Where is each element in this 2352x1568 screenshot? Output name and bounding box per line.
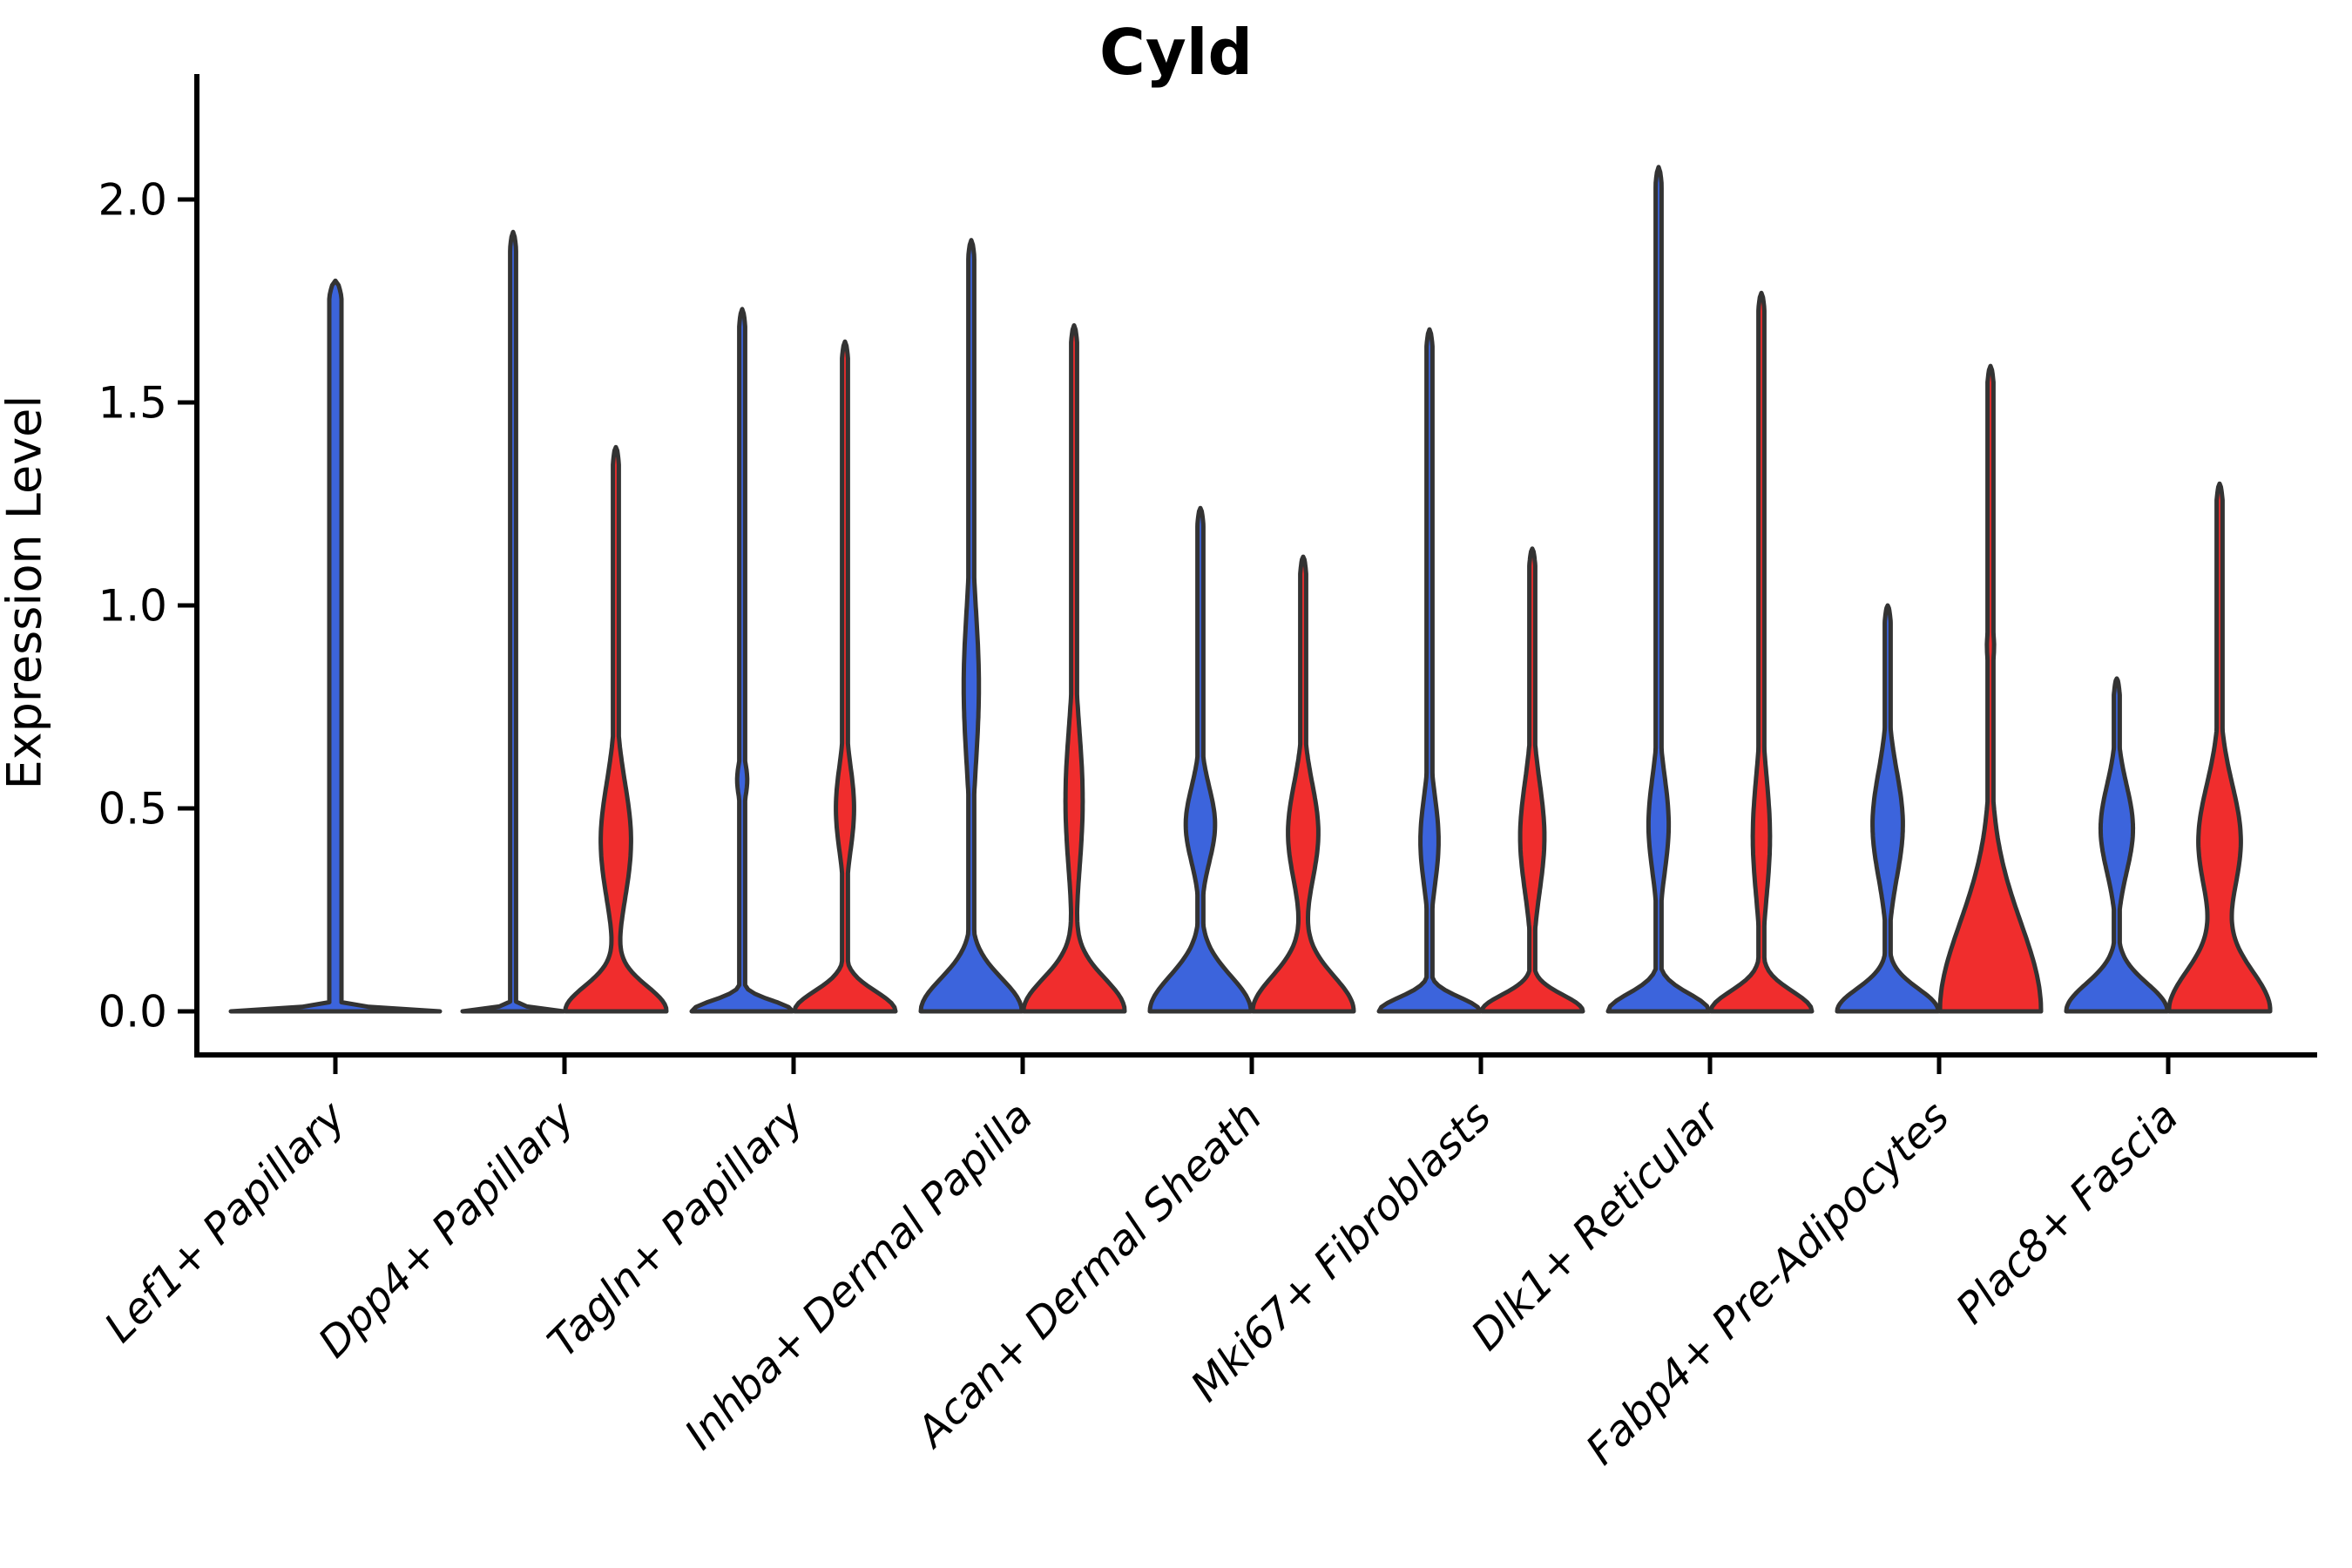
violin-red-acan-dermal-sheath — [1250, 554, 1356, 1014]
violin-red-tagln-papillary — [792, 339, 898, 1014]
x-tick-label-fabp4-pre-adipocytes: Fabp4+ Pre-Adipocytes — [1577, 1092, 1959, 1475]
violin-red-mki67-fibroblasts — [1479, 546, 1585, 1014]
x-tick-label-lef1-papillary: Lef1+ Papillary — [95, 1092, 355, 1352]
x-tick-label-tagln-papillary: Tagln+ Papillary — [538, 1092, 814, 1367]
violin-blue-tagln-papillary — [689, 307, 795, 1014]
violin-blue-acan-dermal-sheath — [1147, 505, 1254, 1014]
violin-red-dlk1-reticular — [1708, 290, 1815, 1014]
x-tick-label-plac8-fascia: Plac8+ Fascia — [1947, 1092, 2188, 1334]
y-tick-label: 0.0 — [98, 987, 167, 1037]
violin-blue-plac8-fascia — [2064, 676, 2170, 1014]
violin-red-dpp4-papillary — [563, 444, 669, 1014]
y-tick-label: 2.0 — [98, 175, 167, 226]
y-tick-label: 1.5 — [98, 378, 167, 429]
chart-title: Cyld — [1099, 16, 1253, 89]
violin-blue-fabp4-pre-adipocytes — [1835, 603, 1941, 1014]
violin-blue-dlk1-reticular — [1605, 165, 1712, 1014]
y-tick-label: 1.0 — [98, 581, 167, 632]
y-tick-label: 0.5 — [98, 784, 167, 835]
violin-blue-dpp4-papillary — [460, 229, 566, 1014]
x-tick-label-dpp4-papillary: Dpp4+ Papillary — [309, 1092, 585, 1367]
x-tick-label-dlk1-reticular: Dlk1+ Reticular — [1462, 1091, 1732, 1361]
violin-red-fabp4-pre-adipocytes — [1937, 363, 2044, 1014]
violin-red-plac8-fascia — [2166, 481, 2273, 1014]
violin-blue-mki67-fibroblasts — [1376, 327, 1483, 1014]
violin-blue-inhba-dermal-papilla — [918, 238, 1024, 1014]
violin-red-inhba-dermal-papilla — [1021, 323, 1127, 1014]
violin-blue-lef1-papillary — [228, 278, 443, 1014]
